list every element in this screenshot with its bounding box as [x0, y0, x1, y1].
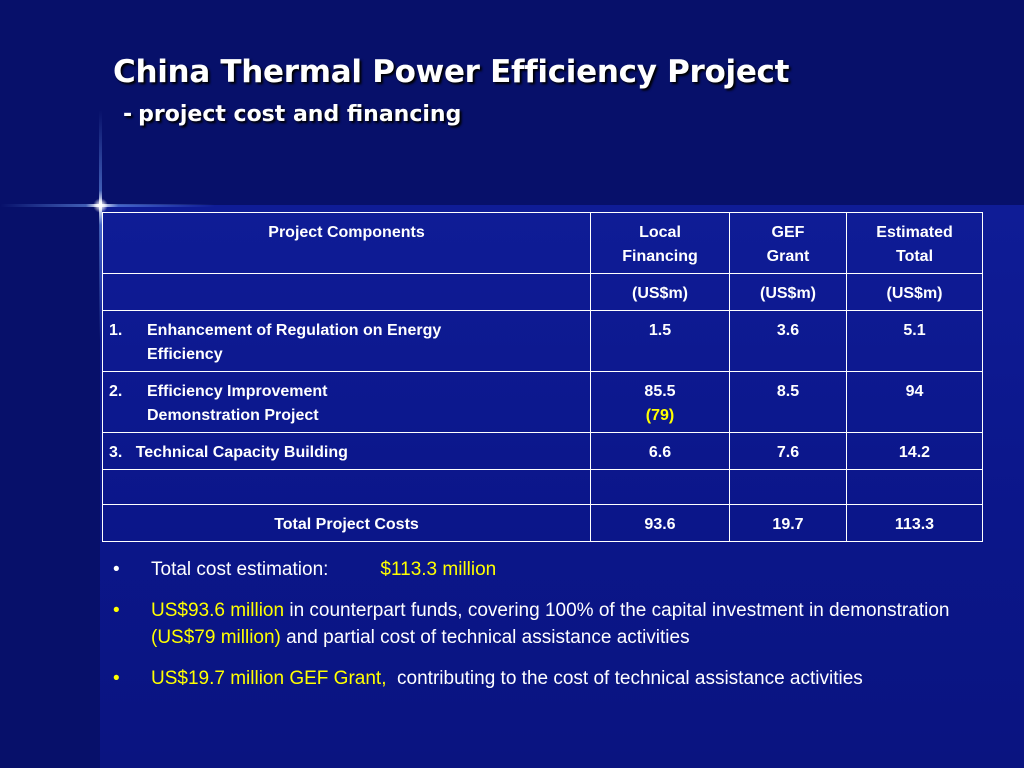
component-label: Efficiency Improvement Demonstration Pro… [147, 383, 328, 424]
gef-grant-cell: 8.5 [729, 371, 847, 433]
light-flare-vertical [99, 110, 102, 340]
bullet-highlight: (US$79 million) [151, 627, 281, 648]
gef-grant-cell: 3.6 [729, 310, 847, 372]
total-local-cell: 93.6 [590, 504, 730, 542]
estimated-total-cell: 14.2 [846, 432, 983, 470]
cost-table: Project Components Local Financing GEF G… [102, 212, 983, 542]
light-flare-icon [93, 198, 108, 213]
unit-cell: (US$m) [729, 273, 847, 311]
estimated-total-cell: 94 [846, 371, 983, 433]
bullet-item: • Total cost estimation: $113.3 million [113, 556, 993, 583]
bullet-item: • US$19.7 million GEF Grant, contributin… [113, 665, 993, 692]
component-cell: 3. Technical Capacity Building [102, 432, 591, 470]
total-label-cell: Total Project Costs [102, 504, 591, 542]
bullet-text: and partial cost of technical assistance… [280, 627, 690, 648]
local-financing-cell: 1.5 [590, 310, 730, 372]
header-band [0, 0, 1024, 205]
empty-cell [846, 469, 983, 505]
bullet-icon: • [113, 600, 120, 621]
empty-cell [729, 469, 847, 505]
slide-title: China Thermal Power Efficiency Project [113, 54, 790, 90]
empty-cell [102, 469, 591, 505]
table-units-row: (US$m) (US$m) (US$m) [102, 273, 983, 311]
header-estimated-total: Estimated Total [846, 212, 983, 274]
table-total-row: Total Project Costs 93.6 19.7 113.3 [102, 504, 983, 542]
local-financing-cell: 85.5 (79) [590, 371, 730, 433]
slide-subtitle: - project cost and financing [113, 102, 461, 127]
bullet-text: Total cost estimation: [151, 559, 329, 580]
unit-cell [102, 273, 591, 311]
header-project-components: Project Components [102, 212, 591, 274]
gef-grant-cell: 7.6 [729, 432, 847, 470]
row-number: 1. [109, 322, 123, 339]
estimated-total-cell: 5.1 [846, 310, 983, 372]
table-empty-row [102, 469, 983, 505]
unit-cell: (US$m) [590, 273, 730, 311]
row-number: 3. [109, 444, 123, 461]
component-label: Enhancement of Regulation on Energy Effi… [147, 322, 442, 363]
local-value: 85.5 [644, 383, 676, 400]
total-gef-cell: 19.7 [729, 504, 847, 542]
table-row: 2. Efficiency Improvement Demonstration P… [102, 371, 983, 433]
bullet-item: • US$93.6 million in counterpart funds, … [113, 597, 993, 651]
bullet-list: • Total cost estimation: $113.3 million •… [113, 556, 993, 706]
local-note: (79) [645, 407, 675, 424]
bullet-text: in counterpart funds, covering 100% of t… [284, 600, 950, 621]
bullet-highlight: US$93.6 million [151, 600, 285, 621]
bullet-text: contributing to the cost of technical as… [386, 668, 863, 689]
row-number: 2. [109, 383, 123, 400]
component-cell: 1. Enhancement of Regulation on Energy Ef… [102, 310, 591, 372]
component-label: Technical Capacity Building [135, 444, 348, 461]
table-row: 1. Enhancement of Regulation on Energy Ef… [102, 310, 983, 372]
bullet-highlight: US$19.7 million GEF Grant, [151, 668, 387, 689]
unit-cell: (US$m) [846, 273, 983, 311]
total-estimated-cell: 113.3 [846, 504, 983, 542]
table-header-row: Project Components Local Financing GEF G… [102, 212, 983, 274]
subtitle-text: project cost and financing [138, 102, 462, 127]
bullet-icon: • [113, 559, 120, 580]
empty-cell [590, 469, 730, 505]
subtitle-dash: - [123, 102, 133, 127]
header-local-financing: Local Financing [590, 212, 730, 274]
local-financing-cell: 6.6 [590, 432, 730, 470]
header-gef-grant: GEF Grant [729, 212, 847, 274]
table-row: 3. Technical Capacity Building 6.6 7.6 1… [102, 432, 983, 470]
side-band [0, 205, 100, 768]
bullet-icon: • [113, 668, 120, 689]
bullet-highlight: $113.3 million [380, 559, 497, 580]
component-cell: 2. Efficiency Improvement Demonstration P… [102, 371, 591, 433]
